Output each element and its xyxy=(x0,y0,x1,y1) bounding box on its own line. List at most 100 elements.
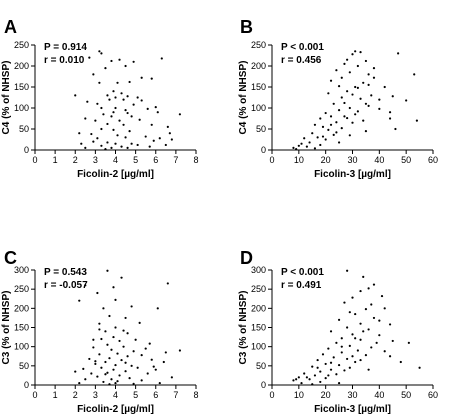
data-point xyxy=(98,353,101,356)
data-point xyxy=(337,85,341,88)
data-point xyxy=(124,316,127,320)
data-point xyxy=(126,332,129,335)
data-point xyxy=(112,368,115,371)
stat-label: r = 0.491 xyxy=(281,280,322,291)
data-point xyxy=(104,67,107,70)
data-point xyxy=(340,337,343,340)
data-point xyxy=(100,106,103,110)
data-point xyxy=(327,128,330,131)
data-point xyxy=(319,117,322,120)
data-point xyxy=(346,357,349,361)
data-point xyxy=(138,321,141,324)
x-tick-label: 4 xyxy=(113,155,118,165)
data-point xyxy=(337,318,341,321)
y-tick-label: 200 xyxy=(14,303,29,313)
data-point xyxy=(372,67,376,70)
y-tick-label: 300 xyxy=(251,265,266,275)
data-point xyxy=(378,334,381,337)
data-point xyxy=(332,356,335,359)
data-point xyxy=(372,283,376,286)
data-point xyxy=(375,341,378,344)
x-tick-label: 60 xyxy=(428,390,438,400)
data-point xyxy=(146,107,149,110)
x-tick-label: 3 xyxy=(93,155,98,165)
data-point xyxy=(96,375,99,378)
data-point xyxy=(340,127,343,130)
data-point xyxy=(94,119,97,122)
stat-label: r = -0.057 xyxy=(44,280,88,291)
data-point xyxy=(351,93,354,96)
y-tick-label: 200 xyxy=(251,61,266,71)
y-tick-label: 0 xyxy=(261,380,266,390)
data-point xyxy=(311,132,314,135)
data-point xyxy=(329,79,333,82)
data-point xyxy=(348,106,351,110)
data-point xyxy=(319,380,322,384)
data-point xyxy=(362,81,365,84)
data-point xyxy=(124,361,127,364)
data-point xyxy=(364,59,368,63)
data-point xyxy=(166,125,169,128)
data-point xyxy=(354,85,357,89)
data-point xyxy=(114,363,117,367)
data-point xyxy=(359,97,362,100)
data-point xyxy=(346,269,349,272)
panel-letter: C xyxy=(4,248,17,268)
data-point xyxy=(108,383,111,386)
stat-label: r = 0.010 xyxy=(44,55,85,66)
data-point xyxy=(327,374,330,377)
data-point xyxy=(337,381,341,385)
data-point xyxy=(124,64,127,68)
x-tick-label: 6 xyxy=(153,155,158,165)
data-point xyxy=(343,115,346,118)
x-tick-label: 40 xyxy=(374,390,384,400)
data-point xyxy=(297,376,300,379)
data-point xyxy=(74,94,77,97)
panel-a: A 0 1 2 3 4 5 6 7 8 0 50 100 150 200 250 Ficolin-2 [µg/m… xyxy=(1,17,199,180)
data-point xyxy=(126,111,129,115)
data-point xyxy=(354,50,357,53)
data-point xyxy=(96,291,99,295)
data-point xyxy=(329,368,333,371)
data-point xyxy=(364,102,368,105)
x-tick-label: 2 xyxy=(73,155,78,165)
x-tick-label: 5 xyxy=(133,390,138,400)
data-point xyxy=(319,143,322,147)
data-point xyxy=(150,77,153,80)
data-point xyxy=(170,376,173,379)
data-point xyxy=(362,275,365,278)
data-point xyxy=(351,121,354,124)
data-point xyxy=(116,81,119,84)
data-point xyxy=(98,328,101,331)
data-point xyxy=(324,111,327,115)
data-point xyxy=(90,372,93,375)
data-point xyxy=(356,64,359,68)
data-point xyxy=(114,326,117,329)
data-point xyxy=(100,144,103,147)
data-point xyxy=(118,374,121,377)
data-point xyxy=(156,307,159,310)
data-point xyxy=(324,362,327,366)
x-tick-label: 40 xyxy=(374,155,384,165)
data-point xyxy=(150,123,153,126)
data-point xyxy=(311,365,314,368)
x-tick-label: 2 xyxy=(73,390,78,400)
data-point xyxy=(311,383,314,386)
data-point xyxy=(122,329,125,332)
data-point xyxy=(98,50,101,53)
data-point xyxy=(340,96,343,99)
data-point xyxy=(130,115,133,118)
y-tick-label: 150 xyxy=(251,82,266,92)
data-point xyxy=(313,147,317,150)
stat-label: P < 0.001 xyxy=(281,267,324,278)
data-point xyxy=(92,346,95,349)
data-point xyxy=(96,102,99,105)
y-tick-label: 50 xyxy=(19,361,29,371)
data-point xyxy=(136,96,139,99)
data-point xyxy=(380,294,384,298)
data-point xyxy=(292,146,295,149)
data-point xyxy=(118,339,121,343)
data-point xyxy=(102,307,105,310)
data-point xyxy=(359,289,362,293)
data-point xyxy=(80,142,83,145)
